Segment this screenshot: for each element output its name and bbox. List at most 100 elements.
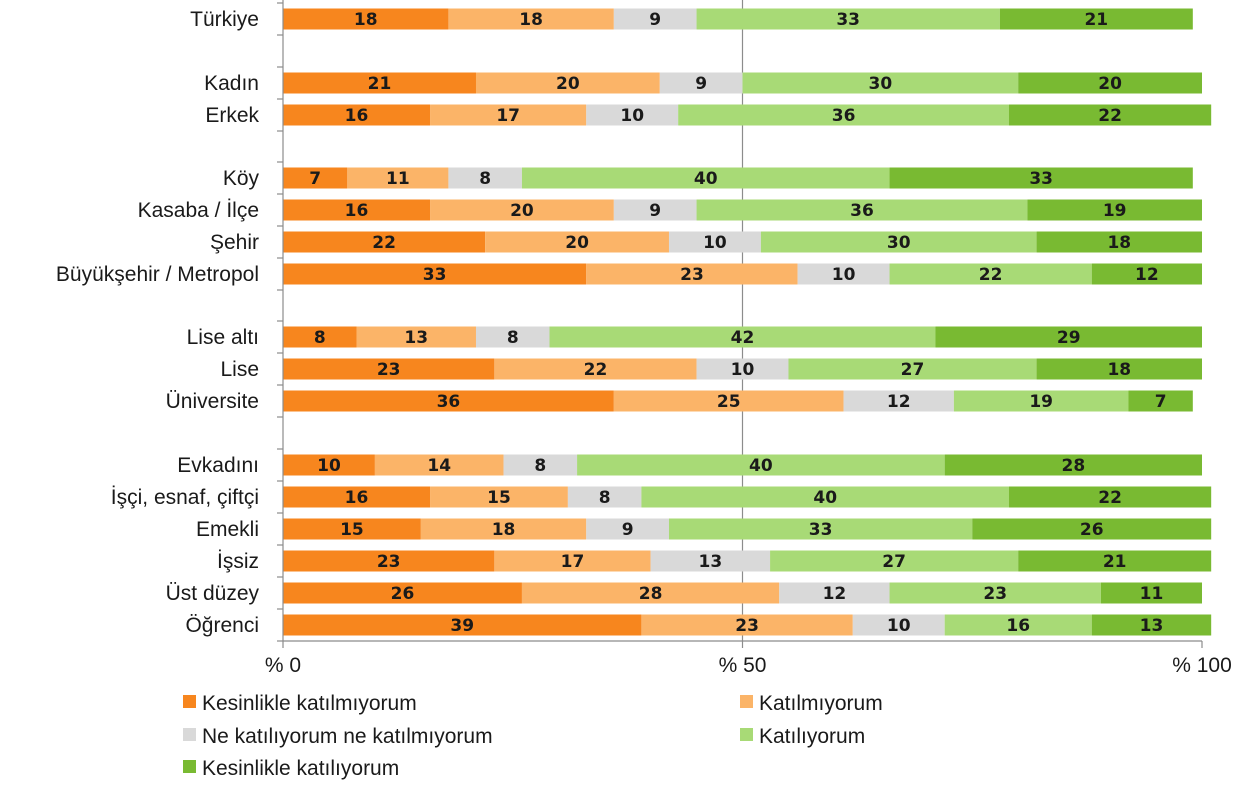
data-label: 28 (1062, 456, 1086, 476)
category-label: Kadın (204, 72, 259, 95)
data-label: 12 (887, 392, 911, 412)
category-label: Köy (223, 167, 260, 190)
x-tick-label: % 50 (719, 654, 767, 677)
data-label: 13 (404, 328, 428, 348)
data-label: 8 (314, 328, 326, 348)
data-label: 20 (1098, 74, 1122, 94)
data-label: 10 (703, 233, 727, 253)
category-label: İşsiz (217, 550, 259, 573)
data-label: 39 (450, 616, 474, 636)
data-label: 33 (836, 10, 860, 30)
category-label: Üniversite (166, 390, 259, 413)
data-label: 20 (556, 74, 580, 94)
legend-swatch (183, 728, 196, 741)
data-label: 10 (832, 265, 856, 285)
legend-label: Ne katılıyorum ne katılmıyorum (202, 725, 493, 748)
data-label: 7 (309, 169, 321, 189)
data-label: 40 (813, 488, 837, 508)
category-label: Kasaba / İlçe (138, 199, 259, 222)
data-label: 36 (832, 106, 856, 126)
data-label: 21 (368, 74, 392, 94)
data-label: 10 (731, 360, 755, 380)
data-label: 8 (534, 456, 546, 476)
legend-label: Katılmıyorum (759, 692, 883, 715)
data-label: 25 (717, 392, 741, 412)
data-label: 17 (561, 552, 585, 572)
data-label: 23 (735, 616, 759, 636)
category-label: Emekli (196, 518, 259, 541)
data-label: 11 (1140, 584, 1164, 604)
data-label: 22 (584, 360, 608, 380)
data-label: 21 (1103, 552, 1127, 572)
data-label: 30 (869, 74, 893, 94)
data-label: 28 (639, 584, 663, 604)
legend-label: Kesinlikle katılıyorum (202, 757, 399, 780)
category-label: İşçi, esnaf, çiftçi (111, 486, 259, 509)
data-label: 40 (694, 169, 718, 189)
x-tick-label: % 0 (265, 654, 301, 677)
data-label: 23 (680, 265, 704, 285)
data-label: 16 (345, 488, 369, 508)
data-label: 26 (391, 584, 415, 604)
data-label: 22 (1098, 106, 1122, 126)
data-label: 33 (809, 520, 833, 540)
data-label: 40 (749, 456, 773, 476)
data-label: 42 (731, 328, 755, 348)
data-label: 19 (1103, 201, 1127, 221)
legend: Kesinlikle katılmıyorum Katılmıyorum Ne ka… (183, 692, 883, 780)
data-label: 30 (887, 233, 911, 253)
data-label: 16 (1006, 616, 1030, 636)
data-label: 23 (377, 360, 401, 380)
data-label: 16 (345, 201, 369, 221)
bars (283, 9, 1211, 636)
x-tick-labels: % 0 % 50 % 100 (265, 654, 1232, 677)
category-labels: Türkiye Kadın Erkek Köy Kasaba / İlçe Şehir Bü… (56, 8, 260, 637)
data-label: 18 (492, 520, 516, 540)
data-label: 23 (377, 552, 401, 572)
category-label: Evkadını (177, 454, 259, 477)
data-label: 9 (695, 74, 707, 94)
data-label: 21 (1084, 10, 1108, 30)
data-label: 18 (354, 10, 378, 30)
data-label: 15 (487, 488, 511, 508)
legend-swatch (740, 728, 753, 741)
data-label: 11 (386, 169, 410, 189)
data-label: 9 (649, 201, 661, 221)
legend-swatch (740, 695, 753, 708)
category-label: Öğrenci (185, 614, 259, 637)
data-label: 26 (1080, 520, 1104, 540)
data-label: 18 (1107, 360, 1131, 380)
data-label: 18 (1107, 233, 1131, 253)
data-label: 27 (901, 360, 925, 380)
data-label: 33 (423, 265, 447, 285)
data-label: 12 (1135, 265, 1159, 285)
category-label: Şehir (210, 231, 259, 254)
data-label: 36 (437, 392, 461, 412)
data-label: 13 (698, 552, 722, 572)
data-label: 36 (850, 201, 874, 221)
data-label: 18 (519, 10, 543, 30)
data-label: 15 (340, 520, 364, 540)
data-label: 9 (649, 10, 661, 30)
data-label: 27 (882, 552, 906, 572)
data-label: 20 (510, 201, 534, 221)
data-label: 13 (1140, 616, 1164, 636)
legend-label: Katılıyorum (759, 725, 865, 748)
data-label: 22 (1098, 488, 1122, 508)
data-label: 29 (1057, 328, 1081, 348)
data-label: 33 (1029, 169, 1053, 189)
data-label: 10 (887, 616, 911, 636)
data-label: 19 (1029, 392, 1053, 412)
category-label: Erkek (205, 104, 259, 127)
x-tick-label: % 100 (1172, 654, 1232, 677)
legend-swatch (183, 695, 196, 708)
data-label: 8 (479, 169, 491, 189)
data-label: 8 (507, 328, 519, 348)
category-label: Lise (220, 358, 259, 381)
category-label: Büyükşehir / Metropol (56, 263, 259, 286)
value-labels: 18 18 9 33 21 21 20 9 30 20 16 17 10 36 22 7 11 8 40 33 16 20… (309, 10, 1166, 636)
category-label: Türkiye (190, 8, 259, 31)
category-label: Üst düzey (166, 582, 260, 605)
data-label: 23 (983, 584, 1007, 604)
data-label: 12 (823, 584, 847, 604)
